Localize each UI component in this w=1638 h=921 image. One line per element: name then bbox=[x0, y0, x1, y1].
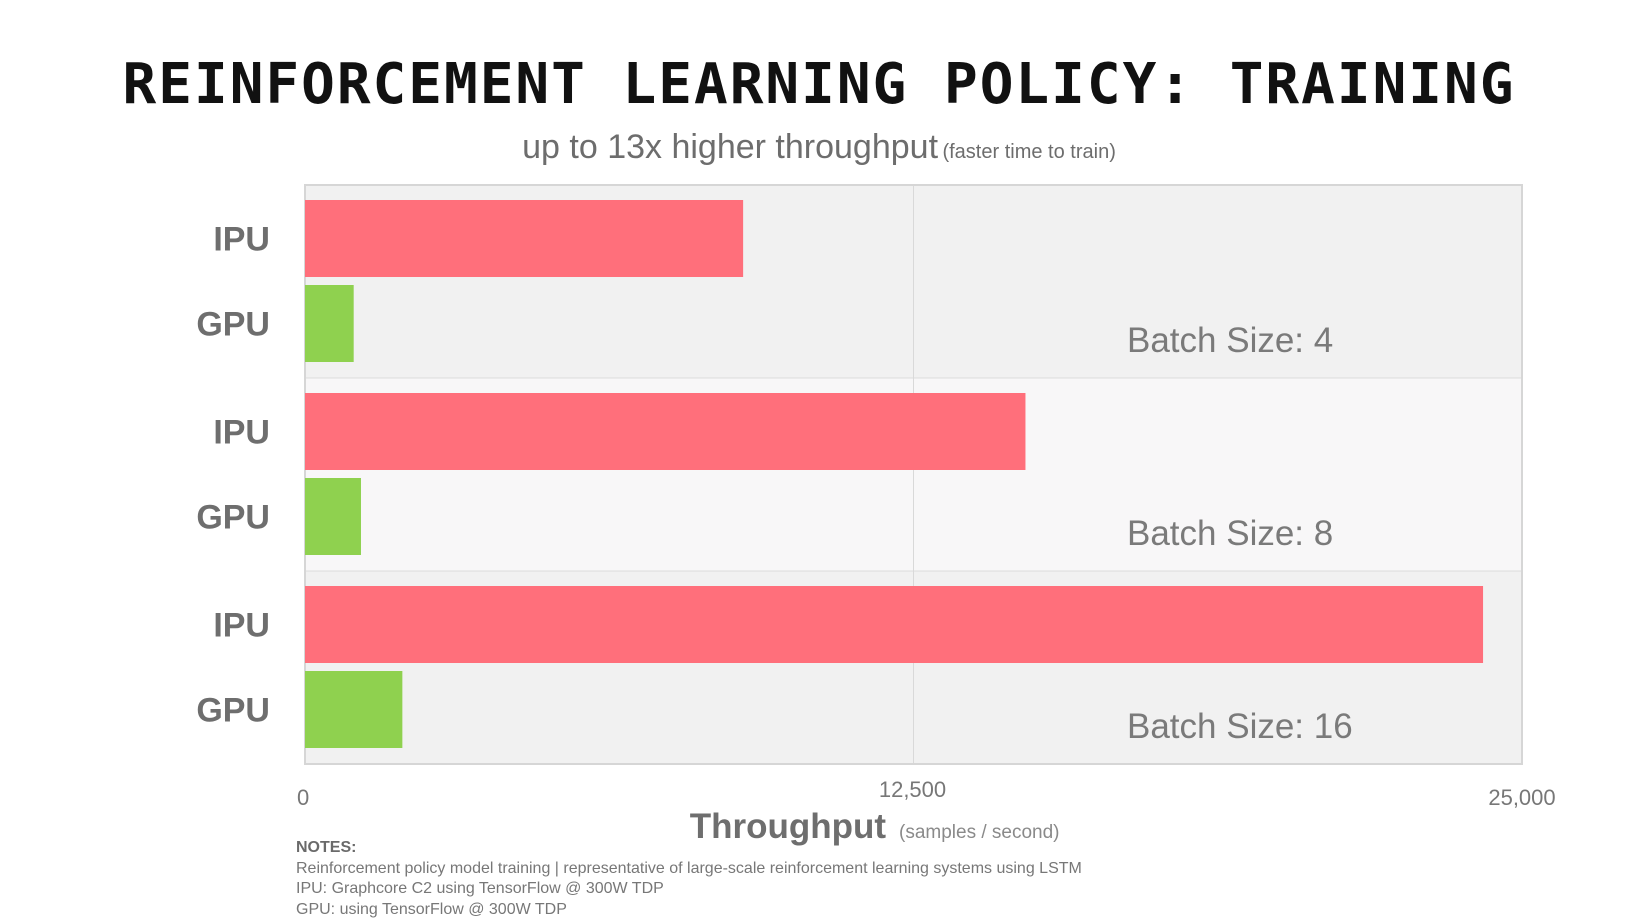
x-tick-label: 25,000 bbox=[1488, 785, 1555, 810]
subtitle-note: (faster time to train) bbox=[942, 141, 1116, 163]
group-label: Batch Size: 8 bbox=[1127, 514, 1333, 553]
subtitle-main: up to 13x higher throughput bbox=[522, 128, 939, 166]
x-tick-label: 12,500 bbox=[879, 777, 946, 802]
category-label: GPU bbox=[196, 306, 270, 344]
notes-block: NOTES: Reinforcement policy model traini… bbox=[296, 838, 1082, 920]
x-tick-label: 0 bbox=[297, 785, 309, 810]
bar-gpu bbox=[305, 285, 354, 362]
x-axis-unit: (samples / second) bbox=[899, 822, 1060, 843]
plot-frame bbox=[304, 184, 1523, 765]
notes-line-2: IPU: Graphcore C2 using TensorFlow @ 300… bbox=[296, 880, 664, 897]
bar-gpu bbox=[305, 478, 361, 555]
group-label: Batch Size: 16 bbox=[1127, 707, 1353, 746]
notes-heading: NOTES: bbox=[296, 839, 357, 856]
group-label: Batch Size: 4 bbox=[1127, 321, 1333, 360]
category-label: GPU bbox=[196, 692, 270, 730]
x-axis-title: Throughput bbox=[690, 807, 887, 846]
notes-line-1: Reinforcement policy model training | re… bbox=[296, 859, 1082, 877]
category-label: GPU bbox=[196, 499, 270, 537]
bar-ipu bbox=[305, 393, 1026, 470]
category-label: IPU bbox=[213, 414, 270, 452]
bar-ipu bbox=[305, 586, 1484, 663]
page-title: REINFORCEMENT LEARNING POLICY: TRAINING bbox=[122, 52, 1516, 117]
notes-line-3: GPU: using TensorFlow @ 300W TDP bbox=[296, 900, 567, 918]
bar-ipu bbox=[305, 200, 744, 277]
category-label: IPU bbox=[213, 221, 270, 259]
category-label: IPU bbox=[213, 607, 270, 645]
bar-gpu bbox=[305, 671, 403, 748]
chart-subtitle: up to 13x higher throughput (faster time… bbox=[0, 128, 1638, 167]
